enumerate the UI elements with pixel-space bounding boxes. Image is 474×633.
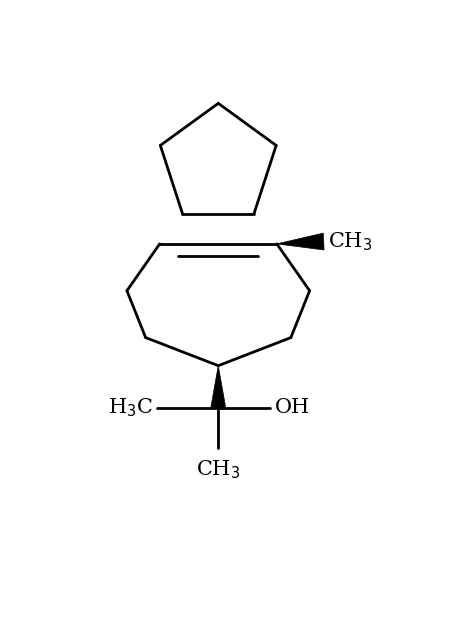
Text: CH$_3$: CH$_3$: [196, 458, 240, 480]
Polygon shape: [211, 366, 226, 408]
Polygon shape: [277, 233, 324, 250]
Text: H$_3$C: H$_3$C: [108, 396, 153, 419]
Text: OH: OH: [274, 398, 310, 417]
Text: CH$_3$: CH$_3$: [328, 230, 373, 253]
